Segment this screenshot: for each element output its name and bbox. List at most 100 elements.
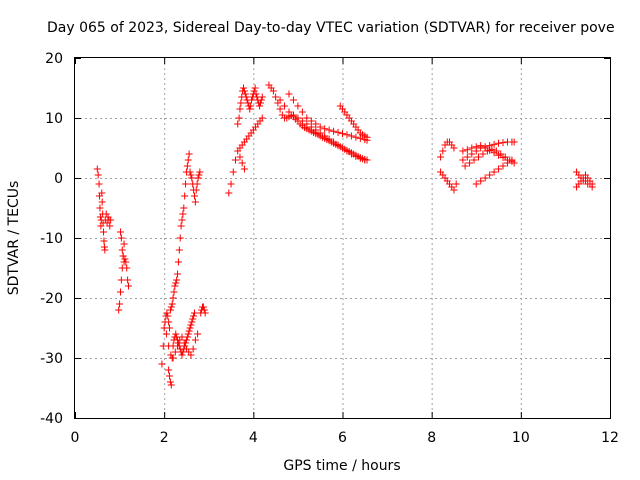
- data-point: [495, 139, 503, 147]
- data-point: [325, 135, 333, 143]
- data-point: [163, 309, 171, 317]
- data-point: [481, 174, 489, 182]
- y-tick-label: 20: [45, 51, 63, 67]
- data-point: [182, 180, 190, 188]
- tick-layer: [75, 58, 611, 419]
- data-point: [439, 147, 447, 155]
- data-point: [281, 102, 289, 110]
- data-point: [179, 348, 187, 356]
- data-point: [93, 165, 101, 173]
- data-point: [303, 120, 311, 128]
- data-point: [187, 351, 195, 359]
- data-point: [479, 150, 487, 158]
- data-point: [488, 145, 496, 153]
- data-point: [472, 180, 480, 188]
- data-point: [227, 180, 235, 188]
- x-tick-label: 6: [338, 430, 347, 446]
- data-point: [237, 99, 245, 107]
- data-point: [252, 90, 260, 98]
- data-point: [124, 276, 132, 284]
- data-point: [191, 336, 199, 344]
- data-point: [461, 162, 469, 170]
- x-tick-label: 4: [249, 430, 258, 446]
- data-point: [285, 90, 293, 98]
- data-point: [307, 117, 315, 125]
- y-tick-label: -30: [40, 351, 63, 367]
- data-point: [123, 264, 131, 272]
- data-point: [173, 276, 181, 284]
- data-point: [242, 93, 250, 101]
- data-point: [120, 240, 128, 248]
- data-point: [298, 108, 306, 116]
- data-point: [298, 117, 306, 125]
- data-point: [225, 189, 233, 197]
- data-point: [356, 154, 364, 162]
- data-point: [100, 228, 108, 236]
- data-point: [186, 168, 194, 176]
- data-point: [508, 156, 516, 164]
- data-point: [120, 258, 128, 266]
- chart-title: Day 065 of 2023, Sidereal Day-to-day VTE…: [47, 20, 615, 36]
- data-point: [188, 174, 196, 182]
- data-point: [173, 333, 181, 341]
- data-point: [186, 324, 194, 332]
- data-point: [96, 204, 104, 212]
- data-point: [248, 96, 256, 104]
- y-tick-label: 0: [54, 171, 63, 187]
- data-point: [195, 171, 203, 179]
- data-point: [347, 132, 355, 140]
- data-point: [166, 306, 174, 314]
- data-point: [251, 84, 259, 92]
- data-point: [174, 339, 182, 347]
- data-point: [190, 309, 198, 317]
- data-point: [235, 114, 243, 122]
- x-tick-label: 12: [601, 430, 619, 446]
- data-point: [352, 133, 360, 141]
- data-point: [201, 309, 209, 317]
- data-point: [339, 144, 346, 152]
- data-point: [459, 156, 467, 164]
- data-point: [117, 276, 125, 284]
- data-point: [119, 252, 127, 260]
- data-point: [165, 318, 173, 326]
- data-point: [276, 105, 284, 113]
- data-point: [321, 132, 329, 140]
- data-point: [116, 228, 124, 236]
- data-point: [330, 127, 338, 135]
- data-point: [174, 336, 182, 344]
- data-point: [463, 146, 471, 154]
- data-point: [196, 168, 204, 176]
- data-point: [497, 150, 505, 158]
- data-point: [361, 156, 369, 164]
- data-point: [477, 177, 485, 185]
- data-point: [172, 279, 180, 287]
- data-point: [246, 105, 254, 113]
- data-point: [330, 138, 338, 146]
- data-point: [106, 222, 114, 230]
- data-point: [352, 152, 360, 160]
- data-point: [115, 306, 123, 314]
- data-point: [452, 180, 460, 188]
- data-point: [499, 139, 507, 147]
- data-point: [102, 210, 110, 218]
- data-point: [169, 342, 177, 350]
- grid-layer: [75, 58, 610, 418]
- data-point: [321, 125, 329, 133]
- data-point: [339, 130, 346, 138]
- data-point: [250, 87, 258, 95]
- data-point: [294, 102, 302, 110]
- data-point: [180, 345, 188, 353]
- data-point: [347, 150, 355, 158]
- data-point: [175, 246, 183, 254]
- data-point: [468, 144, 476, 152]
- y-tick-label: -40: [40, 411, 63, 427]
- data-point: [240, 84, 248, 92]
- data-point: [229, 168, 237, 176]
- data-point: [116, 288, 124, 296]
- data-point: [179, 210, 187, 218]
- data-point: [450, 186, 458, 194]
- data-point: [168, 300, 176, 308]
- data-point: [158, 360, 166, 368]
